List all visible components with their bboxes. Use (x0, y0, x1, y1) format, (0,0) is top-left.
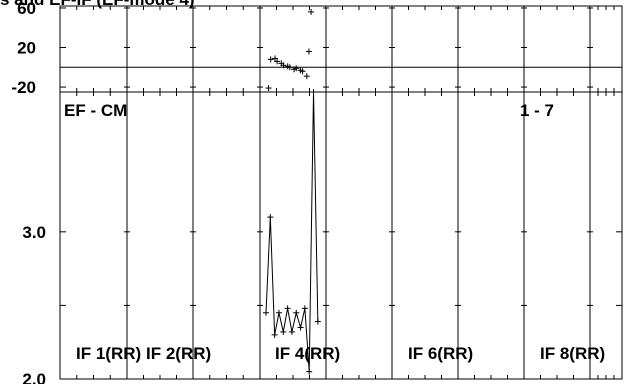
top-ytick-20: 20 (17, 39, 36, 58)
main-ytick-2: 2.0 (22, 370, 46, 384)
main-ytick-3: 3.0 (22, 223, 46, 242)
main-point (289, 329, 295, 335)
main-point (267, 214, 273, 220)
top-scatter-points (266, 9, 314, 91)
if-label-1: IF 1(RR) (76, 344, 141, 363)
if-label-2: IF 2(RR) (146, 344, 211, 363)
if-label-8: IF 8(RR) (540, 344, 605, 363)
main-point (293, 310, 299, 316)
main-point (311, 89, 317, 95)
main-panel: 3.0 2.0 EF - CM 1 - 7 IF 1(RR) IF 2(RR) … (22, 89, 622, 384)
main-panel-frame (60, 92, 622, 379)
main-point (285, 305, 291, 311)
main-point (272, 332, 278, 338)
top-panel: 60 20 -20 (11, 0, 622, 97)
panel-label-channels: 1 - 7 (520, 101, 554, 120)
main-point (276, 310, 282, 316)
top-point (268, 56, 274, 62)
main-point (315, 319, 321, 325)
main-point (263, 310, 269, 316)
if-label-6: IF 6(RR) (408, 344, 473, 363)
top-ytick-60: 60 (17, 0, 36, 18)
main-series (263, 89, 321, 375)
top-point (304, 73, 310, 79)
top-ticks (60, 6, 614, 92)
main-point (298, 324, 304, 330)
main-ticks (60, 92, 622, 379)
top-point (306, 48, 312, 54)
top-grid (127, 6, 590, 92)
panel-label-baseline: EF - CM (64, 101, 127, 120)
top-point (308, 9, 314, 15)
main-point (306, 369, 312, 375)
top-point (266, 85, 272, 91)
top-ytick-minus-20: -20 (11, 78, 36, 97)
if-label-4: IF 4(RR) (275, 344, 340, 363)
main-point (280, 329, 286, 335)
top-panel-frame (60, 6, 622, 92)
main-grid (127, 92, 590, 379)
main-point (302, 305, 308, 311)
